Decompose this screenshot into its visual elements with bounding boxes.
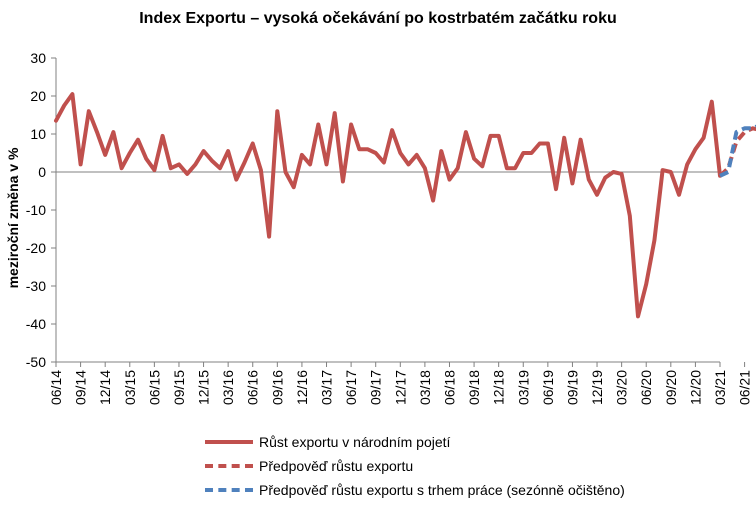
x-tick-label: 03/21 bbox=[712, 370, 728, 405]
series-line-2 bbox=[719, 124, 756, 178]
x-tick-label: 09/14 bbox=[73, 370, 89, 405]
x-tick-label: 03/19 bbox=[515, 370, 531, 405]
legend-swatch-dashed-red bbox=[205, 464, 253, 468]
x-tick-label: 06/14 bbox=[48, 370, 64, 405]
y-tick-label: -10 bbox=[26, 202, 46, 218]
legend-label: Předpověď růstu exportu s trhem práce (s… bbox=[259, 482, 625, 498]
y-tick-label: -30 bbox=[26, 278, 46, 294]
x-tick-label: 12/17 bbox=[392, 370, 408, 405]
y-tick-label: -50 bbox=[26, 354, 46, 370]
x-tick-label: 12/14 bbox=[97, 370, 113, 405]
x-tick-label: 06/19 bbox=[540, 370, 556, 405]
x-tick-label: 06/18 bbox=[441, 370, 457, 405]
x-tick-label: 03/17 bbox=[319, 370, 335, 405]
x-tick-label: 12/20 bbox=[687, 370, 703, 405]
x-tick-label: 06/16 bbox=[245, 370, 261, 405]
x-tick-label: 09/19 bbox=[564, 370, 580, 405]
legend-swatch-solid-red bbox=[205, 440, 253, 444]
axes bbox=[51, 57, 746, 367]
x-tick-label: 03/15 bbox=[122, 370, 138, 405]
x-tick-label: 09/18 bbox=[466, 370, 482, 405]
legend: Růst exportu v národním pojetí Předpověď… bbox=[205, 430, 625, 502]
x-tick-label: 06/20 bbox=[638, 370, 654, 405]
y-tick-label: -40 bbox=[26, 316, 46, 332]
y-tick-label: 0 bbox=[38, 164, 46, 180]
x-tick-label: 06/17 bbox=[343, 370, 359, 405]
x-tick-label: 09/20 bbox=[663, 370, 679, 405]
legend-item-forecast-labor: Předpověď růstu exportu s trhem práce (s… bbox=[205, 478, 625, 502]
y-tick-label: 10 bbox=[30, 126, 46, 142]
x-tick-labels: 06/14 09/14 12/14 03/15 06/15 09/15 12/15 03/16… bbox=[48, 370, 753, 405]
x-tick-label: 09/16 bbox=[269, 370, 285, 405]
x-tick-label: 12/18 bbox=[491, 370, 507, 405]
x-tick-label: 03/18 bbox=[417, 370, 433, 405]
legend-swatch-dashed-blue bbox=[205, 488, 253, 492]
x-tick-label: 09/17 bbox=[368, 370, 384, 405]
y-tick-labels: 30 20 10 0 -10 -20 -30 -40 -50 bbox=[26, 50, 46, 370]
x-tick-label: 09/15 bbox=[171, 370, 187, 405]
x-tick-label: 03/20 bbox=[614, 370, 630, 405]
legend-item-actual: Růst exportu v národním pojetí bbox=[205, 430, 625, 454]
x-tick-label: 12/19 bbox=[589, 370, 605, 405]
series-line-1 bbox=[718, 126, 756, 178]
x-tick-label: 06/15 bbox=[146, 370, 162, 405]
x-tick-label: 12/15 bbox=[196, 370, 212, 405]
legend-label: Předpověď růstu exportu bbox=[259, 458, 414, 474]
y-tick-label: 20 bbox=[30, 88, 46, 104]
x-tick-label: 03/16 bbox=[220, 370, 236, 405]
x-tick-label: 06/21 bbox=[737, 370, 753, 405]
series-line-0 bbox=[54, 92, 722, 319]
legend-label: Růst exportu v národním pojetí bbox=[259, 434, 451, 450]
series-lines bbox=[54, 92, 756, 319]
x-tick-label: 12/16 bbox=[294, 370, 310, 405]
y-axis-label: meziroční změna v % bbox=[5, 147, 21, 288]
y-tick-label: -20 bbox=[26, 240, 46, 256]
y-tick-label: 30 bbox=[30, 50, 46, 66]
chart-title: Index Exportu – vysoká očekávání po kost… bbox=[139, 10, 617, 27]
legend-item-forecast: Předpověď růstu exportu bbox=[205, 454, 625, 478]
